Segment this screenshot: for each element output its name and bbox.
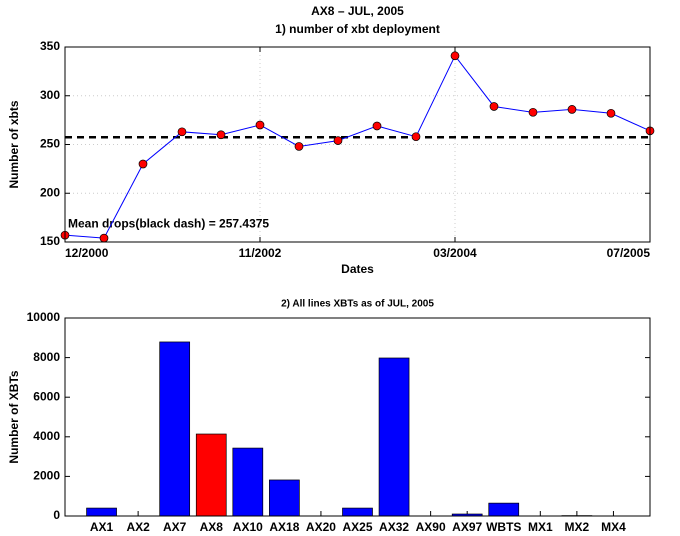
chart-title: AX8 – JUL, 2005 bbox=[311, 4, 404, 18]
x-tick-label: MX4 bbox=[601, 520, 626, 534]
annotation: Mean drops(black dash) = 257.4375 bbox=[68, 217, 269, 231]
point bbox=[294, 142, 304, 151]
y-tick-label: 200 bbox=[40, 185, 60, 199]
y-tick-label: 0 bbox=[53, 508, 60, 522]
point bbox=[99, 233, 109, 243]
chart-subtitle: 1) number of xbt deployment bbox=[275, 22, 440, 36]
x-tick-label: MX2 bbox=[565, 520, 590, 534]
x-tick-label: AX1 bbox=[90, 520, 114, 534]
bar bbox=[159, 341, 191, 517]
y-axis-label: Number of xbts bbox=[7, 100, 21, 188]
x-tick-label: AX18 bbox=[269, 520, 299, 534]
point bbox=[177, 127, 187, 137]
x-tick-label: 03/2004 bbox=[433, 246, 477, 260]
x-tick-label: AX32 bbox=[379, 520, 409, 534]
point bbox=[372, 121, 382, 131]
x-tick-label: 07/2005 bbox=[607, 246, 651, 260]
x-tick-label: AX10 bbox=[233, 520, 263, 534]
y-tick-label: 8000 bbox=[33, 350, 60, 364]
bar bbox=[378, 357, 410, 517]
y-tick-label: 300 bbox=[40, 88, 60, 102]
bar bbox=[232, 447, 264, 517]
point bbox=[567, 105, 577, 114]
point bbox=[411, 132, 421, 142]
x-axis-label: Dates bbox=[341, 262, 374, 276]
y-tick-label: 150 bbox=[40, 234, 60, 248]
x-tick-label: AX90 bbox=[416, 520, 446, 534]
point bbox=[450, 51, 460, 61]
y-axis-label: Number of XBTs bbox=[7, 370, 21, 463]
bar bbox=[269, 479, 300, 517]
x-tick-label: AX25 bbox=[342, 520, 372, 534]
bar bbox=[86, 507, 117, 517]
y-tick-label: 350 bbox=[40, 39, 60, 53]
y-tick-label: 10000 bbox=[27, 310, 61, 324]
x-tick-label: WBTS bbox=[486, 520, 521, 534]
y-tick-label: 2000 bbox=[33, 469, 60, 483]
x-tick-label: AX8 bbox=[200, 520, 224, 534]
x-tick-label: AX7 bbox=[163, 520, 187, 534]
bar bbox=[195, 433, 227, 517]
x-tick-label: AX97 bbox=[452, 520, 482, 534]
point bbox=[606, 108, 616, 118]
axes-box bbox=[64, 317, 651, 517]
y-tick-label: 4000 bbox=[33, 429, 60, 443]
point bbox=[216, 130, 226, 140]
point bbox=[489, 102, 499, 111]
plot-area bbox=[65, 318, 650, 516]
x-tick-label: MX1 bbox=[528, 520, 553, 534]
point bbox=[255, 120, 265, 130]
axes-box bbox=[64, 46, 651, 243]
bar bbox=[342, 507, 373, 517]
x-tick-label: 11/2002 bbox=[239, 246, 282, 260]
chart-title: 2) All lines XBTs as of JUL, 2005 bbox=[281, 299, 434, 310]
bar bbox=[488, 502, 520, 517]
x-tick-label: 12/2000 bbox=[65, 246, 109, 260]
series-line bbox=[64, 54, 651, 239]
point bbox=[138, 159, 148, 169]
point bbox=[528, 107, 538, 117]
y-tick-label: 250 bbox=[40, 137, 60, 151]
x-tick-label: AX20 bbox=[306, 520, 336, 534]
point bbox=[333, 136, 343, 145]
y-tick-label: 6000 bbox=[33, 389, 60, 403]
x-tick-label: AX2 bbox=[126, 520, 150, 534]
